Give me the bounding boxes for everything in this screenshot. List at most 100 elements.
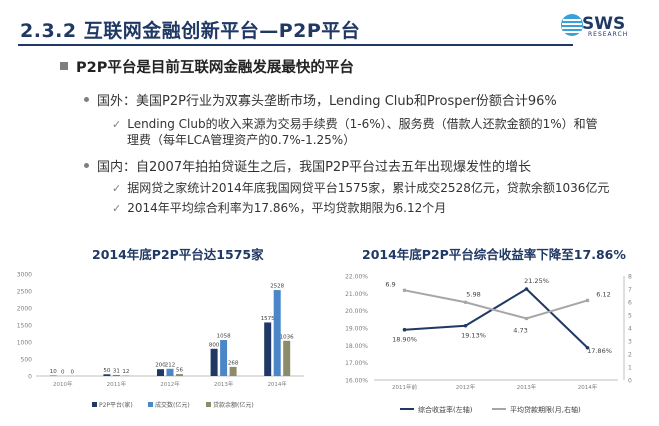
series-line [404, 287, 589, 349]
data-label: 17.86% [587, 347, 612, 355]
legend-label: 平均贷款期限(月,右轴) [510, 405, 581, 414]
bar-data-label: 212 [165, 362, 176, 368]
data-label: 6.9 [385, 280, 395, 288]
legend-label: 成交数(亿元) [155, 401, 190, 409]
data-point [585, 345, 590, 350]
square-bullet-icon [60, 62, 68, 70]
legend-swatch [206, 402, 211, 407]
bar-data-label: 0 [71, 370, 75, 376]
y-tick-label: 1500 [17, 323, 32, 330]
domestic-sub-bullet-2: ✓ 2014年平均综合利率为17.86%，平均贷款期限为6.12个月 [112, 201, 447, 215]
check-icon: ✓ [112, 118, 122, 131]
left-y-tick-label: 18.00% [345, 343, 368, 350]
legend-swatch [92, 402, 97, 407]
right-y-tick-label: 4 [628, 326, 632, 333]
bar-data-label: 10 [50, 369, 57, 375]
data-point [402, 288, 407, 293]
x-tick-label: 2014年 [578, 383, 598, 391]
bar-chart-title: 2014年底P2P平台达1575家 [92, 247, 264, 262]
bar-data-label: 50 [103, 368, 110, 374]
domestic-bullet: 国内：自2007年拍拍贷诞生之后，我国P2P平台过去五年出现爆发性的增长 [84, 156, 531, 175]
legend-label: P2P平台(家) [99, 401, 133, 409]
right-y-tick-label: 6 [628, 300, 632, 307]
y-tick-label: 2500 [17, 289, 32, 296]
line-chart: 16.00% 17.00% 18.00% 19.00% 20.00% 21.00% 22.0… [345, 274, 632, 415]
abroad-bullet: 国外：美国P2P行业为双寡头垄断市场，Lending Club和Prosper份… [84, 90, 557, 109]
series-line [404, 289, 588, 320]
bar-data-label: 268 [228, 360, 239, 366]
data-label: 19.13% [461, 332, 486, 340]
right-y-tick-label: 3 [628, 339, 632, 346]
bar-data-label: 800 [209, 342, 220, 348]
bar [157, 369, 164, 376]
data-point [402, 327, 407, 332]
y-tick-label: 0 [28, 374, 32, 381]
y-tick-label: 2000 [17, 306, 32, 313]
legend-swatch [148, 402, 153, 407]
x-tick-label: 2013年 [214, 380, 234, 388]
data-label: 21.25% [524, 277, 549, 285]
x-tick-label: 2012年 [160, 380, 180, 388]
legend-label: 贷款余额(亿元) [213, 401, 254, 409]
bar [210, 348, 218, 376]
sws-logo-icon [561, 14, 583, 36]
bar-data-label: 12 [122, 369, 129, 375]
bar [220, 340, 228, 376]
check-icon: ✓ [112, 182, 122, 195]
left-y-tick-label: 16.00% [345, 378, 368, 385]
bar [166, 368, 174, 376]
logo-subtext: RESEARCH [588, 31, 629, 38]
legend-label: 综合收益率(左轴) [418, 405, 473, 414]
main-bullet: P2P平台是目前互联网金融发展最快的平台 [60, 56, 354, 77]
y-tick-label: 500 [21, 357, 33, 364]
bar-data-label: 0 [61, 370, 65, 376]
left-y-tick-label: 22.00% [345, 274, 368, 281]
right-y-tick-label: 8 [628, 274, 632, 281]
y-tick-label: 3000 [17, 272, 32, 279]
title-divider [18, 44, 573, 46]
bar [112, 374, 120, 376]
data-point [524, 316, 529, 321]
left-y-tick-label: 19.00% [345, 326, 368, 333]
x-tick-label: 2012年 [456, 383, 476, 391]
line-chart-title: 2014年底P2P平台综合收益率下降至17.86% [362, 247, 626, 262]
bar-data-label: 31 [113, 368, 120, 374]
data-point [463, 300, 468, 305]
data-point [463, 323, 468, 328]
right-y-tick-label: 2 [628, 352, 632, 359]
bar-data-label: 200 [155, 363, 166, 369]
x-tick-label: 2011年 [107, 380, 127, 388]
dot-bullet-icon [84, 97, 89, 102]
x-tick-label: 2014年 [267, 380, 287, 388]
bar-data-label: 56 [176, 368, 183, 374]
data-label: 18.90% [392, 336, 417, 344]
right-y-tick-label: 5 [628, 313, 632, 320]
left-y-tick-label: 21.00% [345, 291, 368, 298]
data-label: 5.98 [466, 290, 480, 298]
abroad-sub-bullet: ✓ Lending Club的收入来源为交易手续费（1-6%）、服务费（借款人还款… [112, 117, 598, 131]
bar-data-label: 1036 [280, 334, 294, 340]
bar [283, 340, 291, 376]
bar [176, 374, 183, 376]
left-y-tick-label: 20.00% [345, 308, 368, 315]
right-y-tick-label: 0 [628, 378, 632, 385]
bar [264, 322, 272, 376]
x-tick-label: 2010年 [53, 380, 73, 388]
right-y-tick-label: 7 [628, 287, 632, 294]
data-label: 4.73 [513, 327, 527, 335]
bar [103, 374, 111, 376]
y-tick-label: 1000 [17, 340, 32, 347]
x-tick-label: 2011年前 [392, 383, 417, 391]
left-y-tick-label: 17.00% [345, 360, 368, 367]
abroad-sub-bullet-cont: 理费（每年LCA管理资产的0.7%-1.25%） [127, 133, 356, 147]
bar [273, 290, 281, 376]
data-point [585, 298, 590, 303]
domestic-sub-bullet-1: ✓ 据网贷之家统计2014年底我国网贷平台1575家，累计成交2528亿元，贷款余… [112, 181, 610, 195]
bar [229, 366, 237, 376]
page-title: 2.3.2 互联网金融创新平台—P2P平台 [20, 20, 361, 42]
bar-data-label: 2528 [270, 284, 284, 290]
data-point [524, 287, 529, 291]
x-tick-label: 2013年 [517, 383, 537, 391]
